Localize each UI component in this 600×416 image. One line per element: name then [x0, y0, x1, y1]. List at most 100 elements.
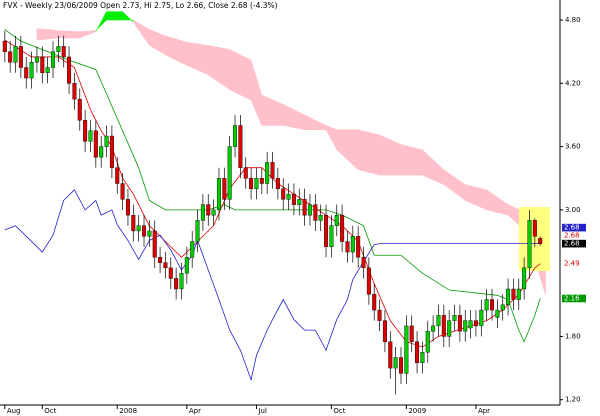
price-label: 2.68	[564, 232, 580, 240]
candle-body	[275, 178, 280, 189]
candle-body	[18, 46, 23, 68]
candle-body	[270, 162, 275, 179]
candle-body	[93, 130, 98, 158]
cloud-layer	[36, 11, 546, 296]
candle-body	[254, 178, 259, 189]
candle-body	[457, 315, 462, 332]
candle-body	[522, 267, 527, 290]
cloud-segment	[106, 11, 123, 21]
candle-layer	[2, 30, 543, 395]
candle-body	[168, 267, 173, 279]
candle-body	[115, 167, 120, 184]
cloud-segment	[400, 144, 423, 176]
price-label-box	[562, 239, 586, 248]
candle-body	[532, 220, 537, 237]
candle-body	[350, 236, 355, 253]
candle-body	[538, 238, 543, 244]
candle-body	[286, 193, 291, 200]
candle-body	[302, 199, 307, 216]
candle-body	[409, 325, 414, 342]
candle-body	[29, 62, 34, 79]
candle-body	[249, 178, 254, 189]
candle-body	[163, 262, 168, 269]
candle-body	[184, 257, 189, 274]
candle-body	[40, 56, 45, 73]
candle-body	[24, 67, 29, 79]
x-tick-label: Oct	[44, 407, 56, 415]
x-tick-label: Oct	[333, 407, 345, 415]
candle-body	[468, 320, 473, 329]
candle-body	[334, 214, 339, 226]
candle-body	[211, 209, 216, 216]
candle-body	[297, 199, 302, 205]
candle-body	[158, 257, 163, 263]
candle-body	[174, 278, 179, 290]
candle-body	[356, 236, 361, 258]
candle-body	[366, 267, 371, 295]
candle-body	[490, 299, 495, 311]
candle-body	[13, 46, 18, 63]
candle-body	[425, 330, 430, 353]
candle-body	[441, 315, 446, 337]
candle-body	[463, 320, 468, 332]
candle-body	[495, 309, 500, 318]
x-tick-label: 2009	[408, 407, 426, 415]
candle-body	[436, 315, 441, 327]
x-tick-label: Aug	[7, 407, 21, 415]
candle-body	[431, 325, 436, 332]
candle-body	[179, 272, 184, 290]
candle-body	[473, 320, 478, 327]
candle-body	[382, 320, 387, 342]
candle-body	[324, 214, 329, 247]
candle-body	[318, 214, 323, 221]
candle-body	[8, 51, 13, 63]
candle-body	[83, 120, 88, 142]
y-tick-label: 3.60	[565, 143, 581, 151]
candle-body	[377, 309, 382, 321]
candle-body	[67, 56, 72, 84]
price-label-box	[562, 259, 586, 268]
chart-title: FVX - Weekly 23/06/2009 Open 2.73, Hi 2.…	[3, 1, 278, 10]
candle-body	[51, 51, 56, 68]
candle-body	[243, 167, 248, 179]
cloud-segment	[357, 129, 380, 176]
y-tick-label: 1.20	[565, 396, 581, 404]
candle-body	[77, 98, 82, 121]
candle-body	[291, 193, 296, 205]
price-label: 2.68	[564, 240, 580, 248]
candle-body	[361, 257, 366, 269]
indicator-line	[4, 189, 380, 382]
candle-body	[56, 46, 61, 52]
x-tick-label: Apr	[478, 407, 490, 415]
candle-body	[281, 188, 286, 200]
axis-layer: 1.20 1.80 3.00 3.60 4.20 4.80 Aug Oct 2008 Apr Jul…	[0, 0, 586, 415]
candle-body	[340, 214, 345, 242]
candle-body	[307, 204, 312, 216]
candle-body	[206, 204, 211, 216]
candle-body	[420, 352, 425, 364]
candle-body	[447, 320, 452, 337]
y-tick-label: 1.80	[565, 332, 581, 340]
candle-body	[484, 299, 489, 311]
candle-body	[125, 199, 130, 216]
candle-body	[34, 56, 39, 63]
price-label: 2.16	[564, 294, 580, 302]
candle-body	[222, 178, 227, 200]
candle-body	[393, 357, 398, 369]
candle-body	[329, 225, 334, 247]
y-tick-label: 4.20	[565, 79, 581, 87]
candle-body	[61, 46, 66, 58]
candle-body	[131, 214, 136, 232]
candle-body	[45, 67, 50, 73]
candle-body	[216, 178, 221, 211]
candle-body	[190, 241, 195, 258]
candle-body	[147, 230, 152, 237]
price-label-box	[562, 223, 586, 232]
candle-body	[99, 146, 104, 158]
candle-body	[72, 83, 77, 100]
candle-body	[109, 135, 114, 168]
candle-body	[506, 288, 511, 306]
candle-body	[195, 220, 200, 242]
